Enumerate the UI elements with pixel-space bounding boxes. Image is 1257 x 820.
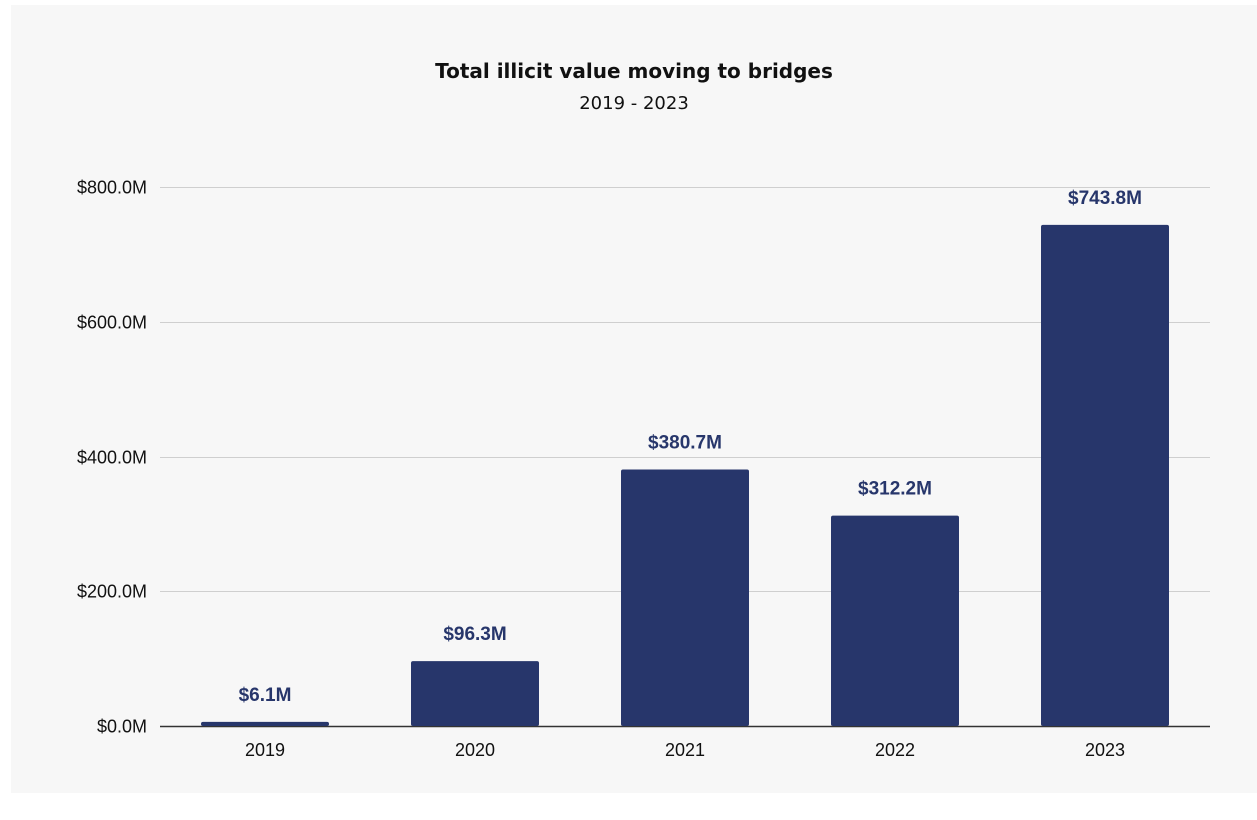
data-label: $312.2M xyxy=(858,479,932,500)
data-label: $380.7M xyxy=(648,433,722,454)
x-tick-label: 2022 xyxy=(875,740,915,760)
data-label: $96.3M xyxy=(443,624,506,645)
bar xyxy=(621,469,749,726)
y-tick-label: $200.0M xyxy=(77,582,147,602)
bar xyxy=(201,721,329,726)
data-label: $743.8M xyxy=(1068,188,1142,209)
chart-subtitle: 2019 - 2023 xyxy=(579,93,689,114)
x-tick-label: 2021 xyxy=(665,740,705,760)
data-label: $6.1M xyxy=(239,685,292,706)
y-tick-label: $800.0M xyxy=(77,178,147,198)
x-tick-label: 2019 xyxy=(245,740,285,760)
chart-title: Total illicit value moving to bridges xyxy=(435,59,833,83)
x-axis-ticks: 2019 2020 2021 2022 2023 xyxy=(245,740,1125,760)
x-tick-label: 2020 xyxy=(455,740,495,760)
data-labels: $6.1M $96.3M $380.7M $312.2M $743.8M xyxy=(239,188,1142,706)
y-axis-ticks: $0.0M $200.0M $400.0M $600.0M $800.0M xyxy=(77,178,147,737)
x-tick-label: 2023 xyxy=(1085,740,1125,760)
y-tick-label: $0.0M xyxy=(97,717,147,737)
bar xyxy=(1041,224,1169,726)
bar xyxy=(831,515,959,726)
y-tick-label: $400.0M xyxy=(77,448,147,468)
bars xyxy=(201,224,1169,726)
bar xyxy=(411,661,539,726)
y-tick-label: $600.0M xyxy=(77,313,147,333)
